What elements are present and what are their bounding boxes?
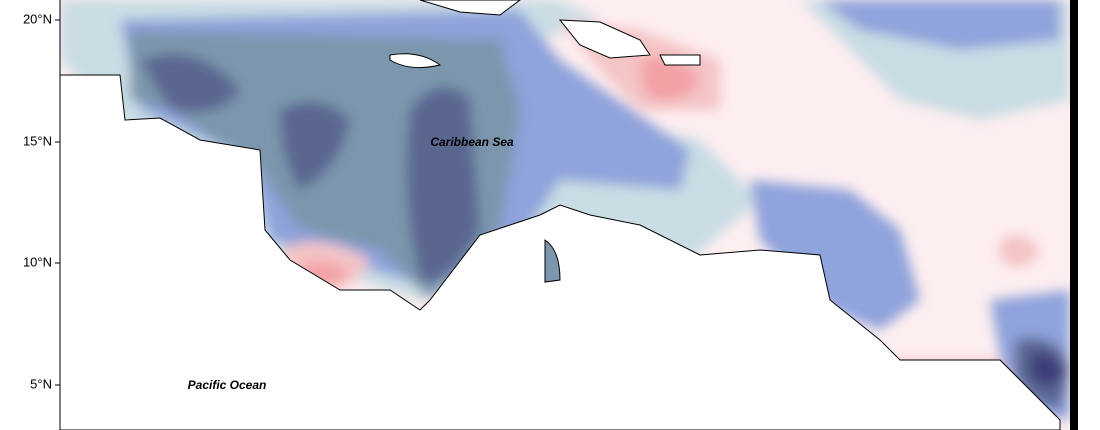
lat-axis: 20°N 15°N 10°N 5°N: [23, 11, 60, 391]
land: [60, 0, 1061, 430]
sea-label: Caribbean Sea: [430, 135, 514, 149]
lat-label: 5°N: [30, 376, 52, 391]
lat-label: 15°N: [23, 133, 52, 148]
frame-right: [1070, 0, 1078, 430]
lat-label: 10°N: [23, 254, 52, 269]
lat-label: 20°N: [23, 11, 52, 26]
ocean-label: Pacific Ocean: [188, 378, 267, 392]
anomaly-field: [60, 0, 1070, 430]
